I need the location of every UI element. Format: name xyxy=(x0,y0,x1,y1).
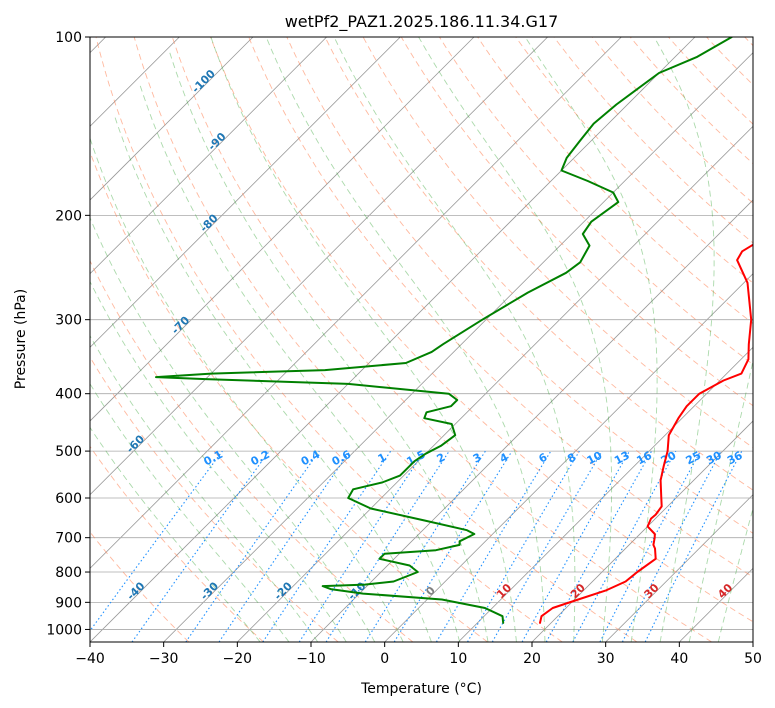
dry-adiabat-line xyxy=(324,37,753,491)
mixing-ratio-label: 10 xyxy=(585,449,605,468)
dry-adiabat-line xyxy=(515,37,753,284)
dry-adiabat-line xyxy=(90,259,414,642)
x-tick-label: 50 xyxy=(744,651,762,667)
dry-adiabat-line xyxy=(95,37,563,642)
mixing-ratio-line xyxy=(491,450,603,642)
dry-adiabat-line xyxy=(362,37,753,449)
mixing-ratio-lines xyxy=(90,450,743,642)
mixing-ratio-line xyxy=(393,450,513,642)
mixing-ratio-line xyxy=(467,450,580,642)
isotherm-line xyxy=(531,420,753,642)
moist-adiabat-line xyxy=(210,37,517,642)
moist-adiabat-line xyxy=(90,426,261,642)
moist-adiabat-line xyxy=(168,49,489,642)
dewpoint-profile-line xyxy=(155,37,733,624)
y-tick-label: 100 xyxy=(55,30,82,46)
profile-series xyxy=(155,37,753,624)
x-axis: −40 −30 −20 −10 0 10 20 30 40 50 xyxy=(75,642,762,667)
x-tick-label: 10 xyxy=(449,651,467,667)
x-tick-label: −20 xyxy=(223,651,253,667)
y-tick-label: 300 xyxy=(55,313,82,329)
y-axis: 100 200 300 400 500 600 700 800 900 1000 xyxy=(46,30,90,638)
isotherm-line xyxy=(90,37,254,201)
moist-adiabat-line xyxy=(265,37,546,642)
x-tick-label: −30 xyxy=(149,651,179,667)
isotherm-line xyxy=(90,37,475,422)
dry-adiabat-line xyxy=(90,445,264,642)
mixing-ratio-line xyxy=(435,450,552,642)
dry-adiabat-line xyxy=(629,37,753,165)
isotherm-line xyxy=(605,494,753,642)
mixing-ratio-line xyxy=(131,450,270,642)
mixing-ratio-label: 30 xyxy=(704,449,724,468)
dry-adiabat-line xyxy=(210,37,753,623)
moist-adiabat-line xyxy=(717,506,753,642)
mixing-ratio-label: 16 xyxy=(634,449,654,468)
mixing-ratio-line xyxy=(218,450,351,642)
moist-adiabat-line xyxy=(688,358,753,642)
plot-background xyxy=(90,37,753,642)
x-tick-label: −40 xyxy=(75,651,105,667)
isotherm-line xyxy=(384,273,753,642)
y-tick-label: 400 xyxy=(55,387,82,403)
y-tick-label: 900 xyxy=(55,595,82,611)
isobar-grid xyxy=(90,37,753,630)
isotherm-line xyxy=(90,37,327,275)
y-tick-label: 1000 xyxy=(46,622,82,638)
y-tick-label: 200 xyxy=(55,208,82,224)
y-axis-title: Pressure (hPa) xyxy=(13,289,29,389)
dry-adiabat-line xyxy=(248,37,753,578)
isotherm-line xyxy=(90,37,548,496)
isotherm-line xyxy=(90,37,696,642)
mixing-ratio-label: 13 xyxy=(612,449,632,468)
mixing-ratio-line xyxy=(572,450,677,642)
isotherm-line xyxy=(163,52,753,642)
x-tick-label: 0 xyxy=(380,651,389,667)
isotherm-line xyxy=(90,37,622,569)
moist-adiabat-line xyxy=(90,136,404,642)
dry-adiabat-line xyxy=(133,37,638,642)
y-tick-label: 700 xyxy=(55,531,82,547)
moist-adiabat-line xyxy=(90,216,376,642)
x-tick-label: 40 xyxy=(670,651,688,667)
mixing-ratio-line xyxy=(90,450,223,632)
moist-adiabat-line xyxy=(418,37,613,642)
moist-adiabat-line xyxy=(90,334,319,642)
plot-frame xyxy=(89,36,754,643)
y-tick-label: 600 xyxy=(55,491,82,507)
dry-adiabat-line xyxy=(171,37,712,642)
x-tick-label: −10 xyxy=(296,651,326,667)
temperature-profile-line xyxy=(539,243,753,624)
x-axis-title: Temperature (°C) xyxy=(360,681,482,697)
mixing-ratio-line xyxy=(521,450,630,642)
isotherm-line xyxy=(90,37,401,348)
dry-adiabat-line xyxy=(400,37,753,407)
moist-adiabat-line xyxy=(113,114,432,642)
dry-adiabat-line xyxy=(591,37,753,204)
chart-title: wetPf2_PAZ1.2025.186.11.34.G17 xyxy=(285,12,559,32)
moist-adiabat-line xyxy=(653,37,715,642)
y-tick-label: 500 xyxy=(55,444,82,460)
x-tick-label: 20 xyxy=(523,651,541,667)
isotherm-line xyxy=(752,641,753,642)
mixing-ratio-line xyxy=(364,450,486,642)
mixing-ratio-line xyxy=(545,450,653,642)
isotherm-line xyxy=(458,346,753,642)
dry-adiabats xyxy=(90,37,753,642)
moist-adiabat-line xyxy=(524,37,658,642)
x-tick-label: 30 xyxy=(597,651,615,667)
moist-adiabat-line xyxy=(90,383,290,642)
mixing-ratio-line xyxy=(185,450,320,642)
dry-adiabat-line xyxy=(477,37,753,325)
mixing-ratio-line xyxy=(325,450,450,642)
isotherm-line xyxy=(237,125,753,642)
mixing-ratio-label: 25 xyxy=(684,449,704,468)
moist-adiabat-line xyxy=(90,280,347,642)
y-tick-label: 800 xyxy=(55,565,82,581)
mixing-ratio-label: 36 xyxy=(725,449,745,468)
